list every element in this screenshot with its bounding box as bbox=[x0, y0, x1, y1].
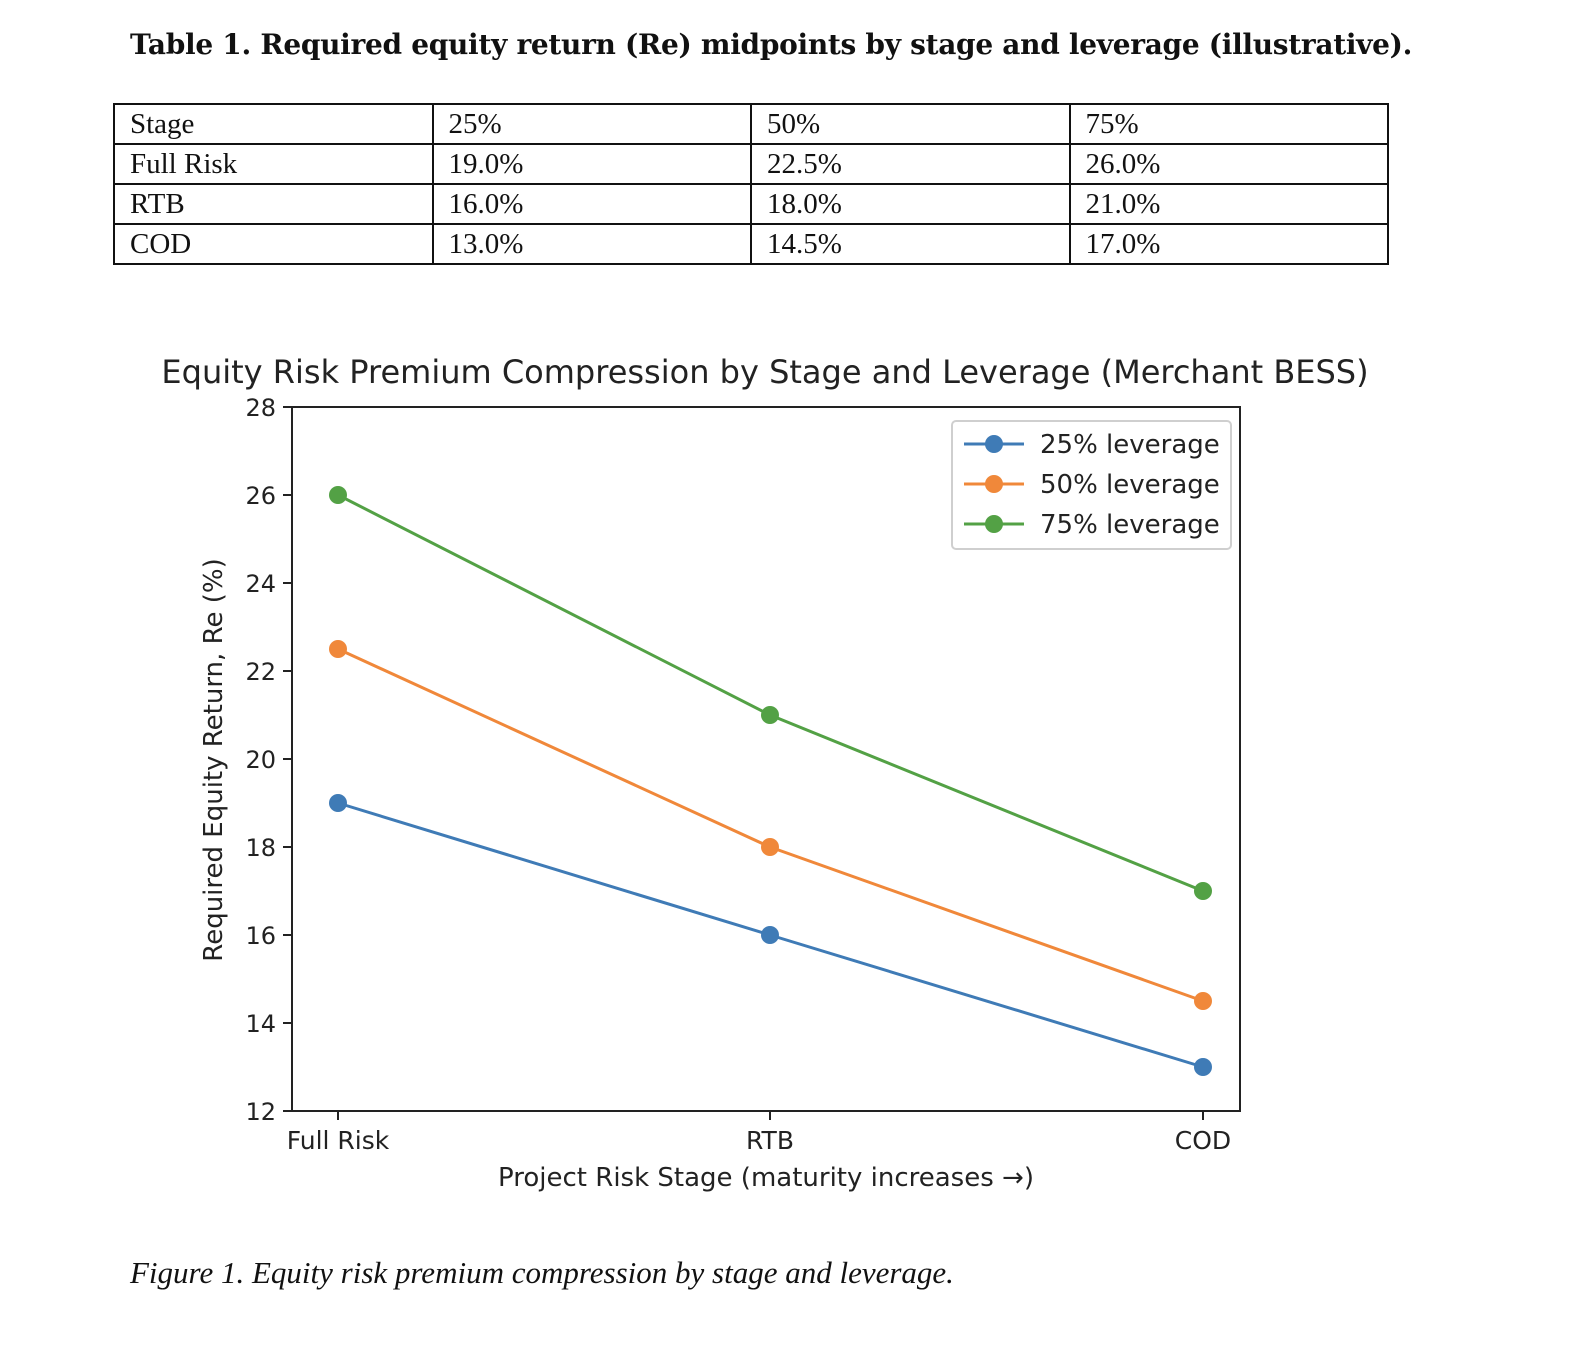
y-tick-label: 16 bbox=[245, 922, 276, 950]
table-row: COD 13.0% 14.5% 17.0% bbox=[113, 223, 1389, 265]
table-cell: 18.0% bbox=[750, 183, 1071, 225]
table-header-cell: 25% bbox=[431, 103, 752, 145]
table-cell: COD bbox=[113, 223, 434, 265]
series-75-leverage bbox=[329, 486, 1212, 900]
table-cell: 17.0% bbox=[1068, 223, 1389, 265]
data-point bbox=[761, 706, 779, 724]
table-header-cell: 75% bbox=[1068, 103, 1389, 145]
y-tick-label: 22 bbox=[245, 658, 276, 686]
x-axis-label: Project Risk Stage (maturity increases →… bbox=[498, 1163, 1034, 1193]
x-tick-label: RTB bbox=[746, 1126, 794, 1155]
data-point bbox=[1194, 992, 1212, 1010]
equity-return-line-chart: Equity Risk Premium Compression by Stage… bbox=[161, 353, 1368, 1193]
data-point bbox=[1194, 1058, 1212, 1076]
x-axis: Full Risk RTB COD bbox=[287, 1111, 1231, 1155]
y-tick-label: 18 bbox=[245, 834, 276, 862]
x-tick-label: COD bbox=[1175, 1126, 1231, 1155]
required-return-table: Stage 25% 50% 75% Full Risk 19.0% 22.5% … bbox=[113, 103, 1389, 265]
table-cell: 16.0% bbox=[431, 183, 752, 225]
legend-label: 25% leverage bbox=[1040, 430, 1220, 460]
y-tick-label: 20 bbox=[245, 746, 276, 774]
table-cell: 22.5% bbox=[750, 143, 1071, 185]
table-caption: Table 1. Required equity return (Re) mid… bbox=[130, 28, 1413, 61]
table-cell: 13.0% bbox=[431, 223, 752, 265]
table-cell: 14.5% bbox=[750, 223, 1071, 265]
table-cell: RTB bbox=[113, 183, 434, 225]
table-cell: Full Risk bbox=[113, 143, 434, 185]
y-axis-label: Required Equity Return, Re (%) bbox=[199, 558, 229, 961]
data-point bbox=[329, 486, 347, 504]
y-tick-label: 28 bbox=[245, 394, 276, 422]
table-row: Full Risk 19.0% 22.5% 26.0% bbox=[113, 143, 1389, 185]
chart-legend: 25% leverage 50% leverage 75% leverage bbox=[951, 420, 1232, 550]
legend-marker bbox=[985, 515, 1003, 533]
legend-marker bbox=[985, 475, 1003, 493]
y-tick-label: 14 bbox=[245, 1010, 276, 1038]
legend-box bbox=[951, 420, 1232, 550]
data-point bbox=[761, 838, 779, 856]
table-header-cell: 50% bbox=[750, 103, 1071, 145]
series-line bbox=[337, 493, 1204, 893]
table-header-row: Stage 25% 50% 75% bbox=[113, 103, 1389, 145]
table-cell: 21.0% bbox=[1068, 183, 1389, 225]
table-header-cell: Stage bbox=[113, 103, 434, 145]
table-cell: 26.0% bbox=[1068, 143, 1389, 185]
y-tick-label: 24 bbox=[245, 570, 276, 598]
table-cell: 19.0% bbox=[431, 143, 752, 185]
y-tick-label: 12 bbox=[245, 1098, 276, 1126]
chart-title: Equity Risk Premium Compression by Stage… bbox=[161, 353, 1368, 391]
data-point bbox=[761, 926, 779, 944]
series-50-leverage bbox=[329, 640, 1212, 1010]
data-point bbox=[329, 794, 347, 812]
figure-caption: Figure 1. Equity risk premium compressio… bbox=[130, 1255, 954, 1290]
y-axis: 12 14 16 18 20 22 24 26 28 bbox=[245, 394, 292, 1126]
x-tick-label: Full Risk bbox=[287, 1126, 390, 1155]
series-25-leverage bbox=[329, 794, 1212, 1076]
legend-label: 50% leverage bbox=[1040, 470, 1220, 500]
data-point bbox=[1194, 882, 1212, 900]
legend-label: 75% leverage bbox=[1040, 510, 1220, 540]
data-point bbox=[329, 640, 347, 658]
series-line bbox=[337, 647, 1204, 1003]
legend-marker bbox=[985, 435, 1003, 453]
y-tick-label: 26 bbox=[245, 482, 276, 510]
series-layer bbox=[329, 486, 1212, 1076]
table-row: RTB 16.0% 18.0% 21.0% bbox=[113, 183, 1389, 225]
